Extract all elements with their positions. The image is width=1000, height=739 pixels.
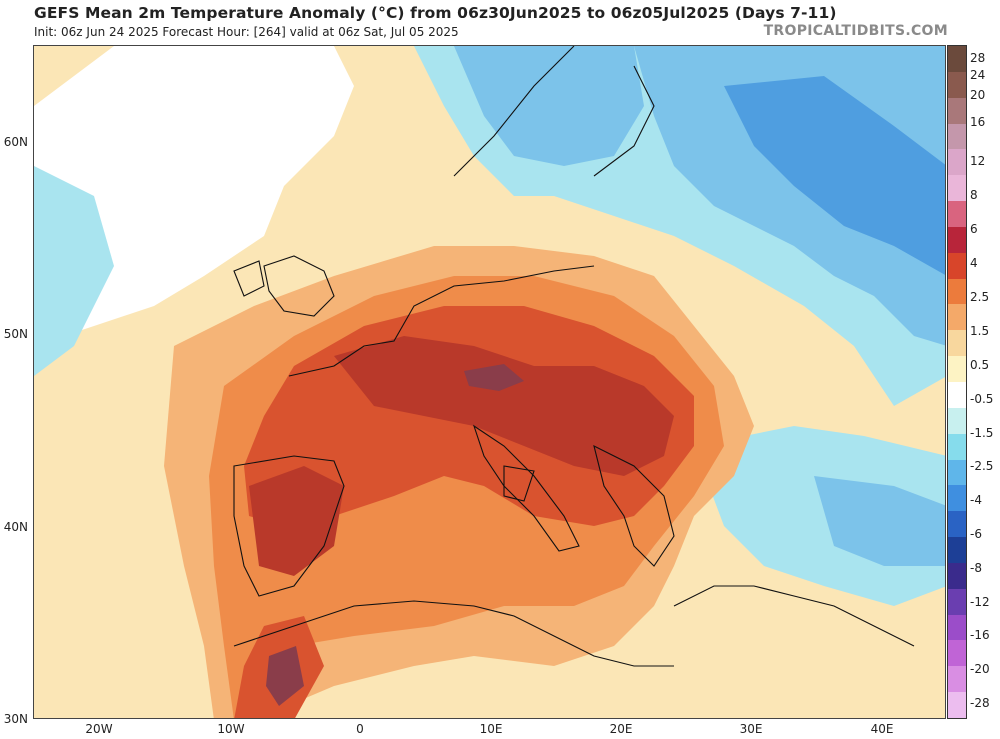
colorbar-label: 12 [970,154,986,168]
lon-label-0: 0 [356,722,364,736]
colorbar [947,45,967,719]
colorbar-label: -16 [970,628,990,642]
colorbar-swatch [948,356,966,382]
colorbar-swatch [948,97,966,124]
colorbar-label: -12 [970,595,990,609]
colorbar-label: -1.5 [970,426,994,440]
colorbar-label: -6 [970,527,982,541]
brand-watermark[interactable]: TROPICALTIDBITS.COM [763,23,948,39]
colorbar-label: 2.5 [970,290,990,304]
lon-label-30e: 30E [739,722,763,736]
colorbar-label: 24 [970,68,986,82]
lon-label-10e: 10E [479,722,503,736]
colorbar-swatch [948,692,966,718]
cool-region-scandinavia [454,46,644,166]
colorbar-label: -4 [970,493,982,507]
lat-label-40n: 40N [3,520,28,534]
colorbar-swatch [948,485,966,512]
colorbar-swatch [948,201,966,227]
colorbar-label: 0.5 [970,358,990,372]
colorbar-swatch [948,588,966,615]
lon-label-20w: 20W [85,722,113,736]
colorbar-swatch [948,381,966,408]
cool-region-anatolia [814,476,945,566]
colorbar-swatch [948,278,966,305]
colorbar-label: 8 [970,188,978,202]
lat-label-50n: 50N [3,327,28,341]
lon-label-10w: 10W [217,722,245,736]
colorbar-swatch [948,562,966,589]
colorbar-label: -8 [970,561,982,575]
colorbar-swatch [948,459,966,486]
colorbar-label: 16 [970,115,986,129]
colorbar-label: -2.5 [970,459,994,473]
colorbar-swatch [948,537,966,563]
colorbar-swatch [948,175,966,202]
colorbar-label: -0.5 [970,392,994,406]
lon-label-40e: 40E [870,722,894,736]
colorbar-label: 20 [970,88,986,102]
cool-region-atlantic-west [34,166,114,376]
colorbar-swatch [948,123,966,150]
lat-label-60n: 60N [3,135,28,149]
map-subtitle: Init: 06z Jun 24 2025 Forecast Hour: [26… [34,25,459,39]
colorbar-swatch [948,640,966,667]
lat-label-30n: 30N [3,712,28,726]
warmest-core-central-europe [334,336,674,476]
colorbar-swatch [948,407,966,434]
colorbar-swatch [948,252,966,279]
colorbar-label: 28 [970,51,986,65]
colorbar-swatch [948,614,966,641]
map-canvas [34,46,945,718]
colorbar-label: 1.5 [970,324,990,338]
colorbar-swatch [948,433,966,460]
colorbar-label: 4 [970,256,978,270]
colorbar-swatch [948,330,966,357]
colorbar-swatch [948,46,966,72]
colorbar-label: -28 [970,696,990,710]
coastlines [233,46,915,667]
cold-core-region [724,76,945,275]
extreme-core-morocco [266,646,304,706]
colorbar-label: -20 [970,662,990,676]
colorbar-swatch [948,226,966,253]
warmest-core-iberia [249,466,344,576]
colorbar-swatch [948,511,966,538]
colorbar-swatch [948,71,966,98]
lon-label-20e: 20E [609,722,633,736]
colorbar-swatch [948,304,966,331]
map-title: GEFS Mean 2m Temperature Anomaly (°C) fr… [34,4,837,22]
near-zero-region-atlantic [34,46,354,346]
extreme-core-alps [464,364,524,391]
colorbar-swatch [948,149,966,176]
anomaly-map[interactable] [33,45,946,719]
colorbar-swatch [948,666,966,693]
colorbar-label: 6 [970,222,978,236]
